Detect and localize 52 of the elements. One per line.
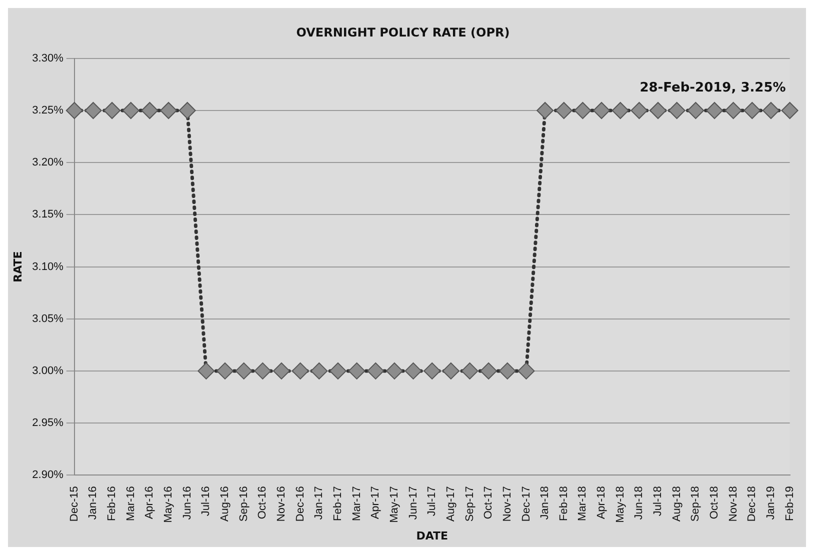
y-tick-label: 3.10% (32, 260, 64, 273)
y-tick-label: 3.30% (32, 52, 64, 64)
x-tick-label: Mar-18 (576, 486, 589, 521)
y-tick-label: 2.90% (32, 469, 64, 482)
y-tick-label: 3.25% (32, 104, 64, 117)
y-tick-label: 3.05% (32, 312, 64, 325)
x-tick-label: Feb-16 (106, 486, 118, 521)
x-tick-label: Jul-17 (426, 486, 438, 516)
x-tick-label: Apr-18 (596, 486, 608, 520)
x-tick-label: Oct-16 (256, 486, 269, 520)
x-tick-label: Dec-16 (294, 486, 306, 522)
x-tick-label: Mar-16 (124, 486, 137, 521)
annotation: 28-Feb-2019, 3.25% (640, 80, 786, 96)
x-tick-label: May-17 (388, 486, 400, 523)
x-tick-label: Aug-18 (670, 486, 683, 522)
x-tick-label: Nov-17 (501, 486, 514, 522)
x-tick-label: Jan-19 (765, 486, 778, 520)
x-tick-label: Apr-17 (370, 486, 382, 520)
chart-title: OVERNIGHT POLICY RATE (OPR) (296, 25, 510, 40)
y-tick-label: 2.95% (32, 417, 64, 430)
y-tick-label: 3.00% (32, 364, 64, 377)
x-tick-label: Jul-18 (652, 486, 664, 516)
x-tick-label: Sep-17 (464, 486, 476, 522)
x-tick-label: Oct-17 (482, 486, 495, 520)
x-tick-label: May-16 (162, 486, 175, 523)
x-tick-label: Nov-16 (276, 486, 288, 522)
x-tick-label: Jan-17 (313, 486, 326, 520)
x-tick-label: Aug-17 (444, 486, 457, 522)
x-tick-label: Feb-18 (558, 486, 570, 521)
x-tick-label: Dec-15 (68, 486, 80, 522)
x-axis-title: DATE (416, 529, 448, 542)
x-tick-label: Jun-17 (407, 486, 420, 520)
x-tick-label: Mar-17 (350, 486, 363, 521)
x-tick-label: Sep-18 (690, 486, 702, 522)
y-tick-label: 3.20% (32, 156, 64, 169)
x-tick-label: Dec-18 (746, 486, 758, 522)
x-tick-label: Jan-18 (539, 486, 552, 520)
x-tick-label: Dec-17 (520, 486, 532, 522)
y-axis-title: RATE (11, 251, 24, 282)
x-tick-label: Feb-17 (332, 486, 344, 521)
x-tick-label: Oct-18 (708, 486, 721, 520)
x-tick-label: Jun-18 (633, 486, 646, 520)
x-tick-label: Sep-16 (238, 486, 250, 522)
x-tick-label: Jul-16 (200, 486, 212, 516)
x-tick-label: Apr-16 (144, 486, 156, 520)
x-tick-label: Jun-16 (181, 486, 194, 520)
x-tick-label: May-18 (614, 486, 626, 523)
x-tick-label: Nov-18 (727, 486, 740, 522)
x-tick-label: Jan-16 (87, 486, 100, 520)
x-tick-label: Feb-19 (784, 486, 796, 521)
y-tick-label: 3.15% (32, 208, 64, 221)
x-tick-label: Aug-16 (219, 486, 232, 522)
